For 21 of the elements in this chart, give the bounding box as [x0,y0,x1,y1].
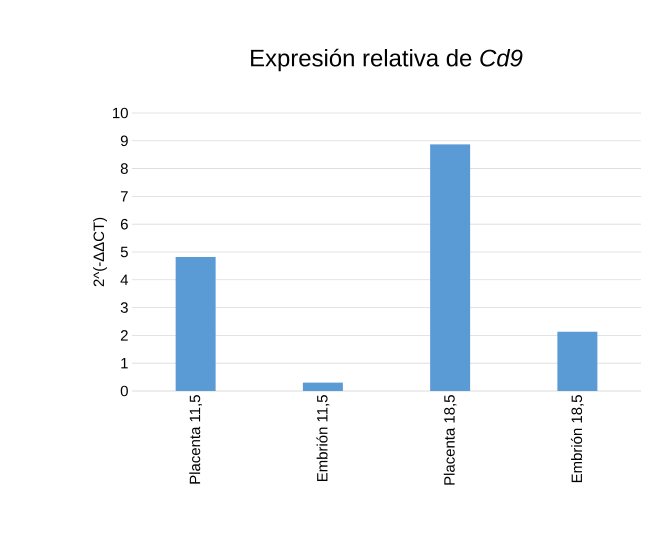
bar [176,256,216,391]
bar [302,382,343,391]
x-tick-label: Placenta 11,5 [189,395,202,484]
y-tick-label: 2 [120,330,128,341]
y-tick-label: 3 [120,302,128,313]
y-tick-label: 6 [120,218,128,230]
y-tick-label: 9 [120,135,128,146]
x-tick-label: Embrión 18,5 [570,395,584,482]
chart-title: Expresión relativa de Cd9 [251,48,522,72]
y-tick-label: 7 [120,191,128,202]
x-tick-label: Placenta 18,5 [444,395,456,485]
y-tick-label: 5 [120,246,128,258]
y-tick-label: 0 [120,386,128,396]
y-axis-title: 2^(-ΔΔCT) [93,218,108,286]
bar [557,332,598,391]
y-tick-label: 10 [113,108,128,118]
x-tick-label: Embrión 11,5 [316,395,330,482]
y-tick-label: 1 [121,358,128,368]
y-tick-label: 8 [120,163,128,174]
bar [430,144,470,391]
y-tick-label: 4 [120,274,128,285]
